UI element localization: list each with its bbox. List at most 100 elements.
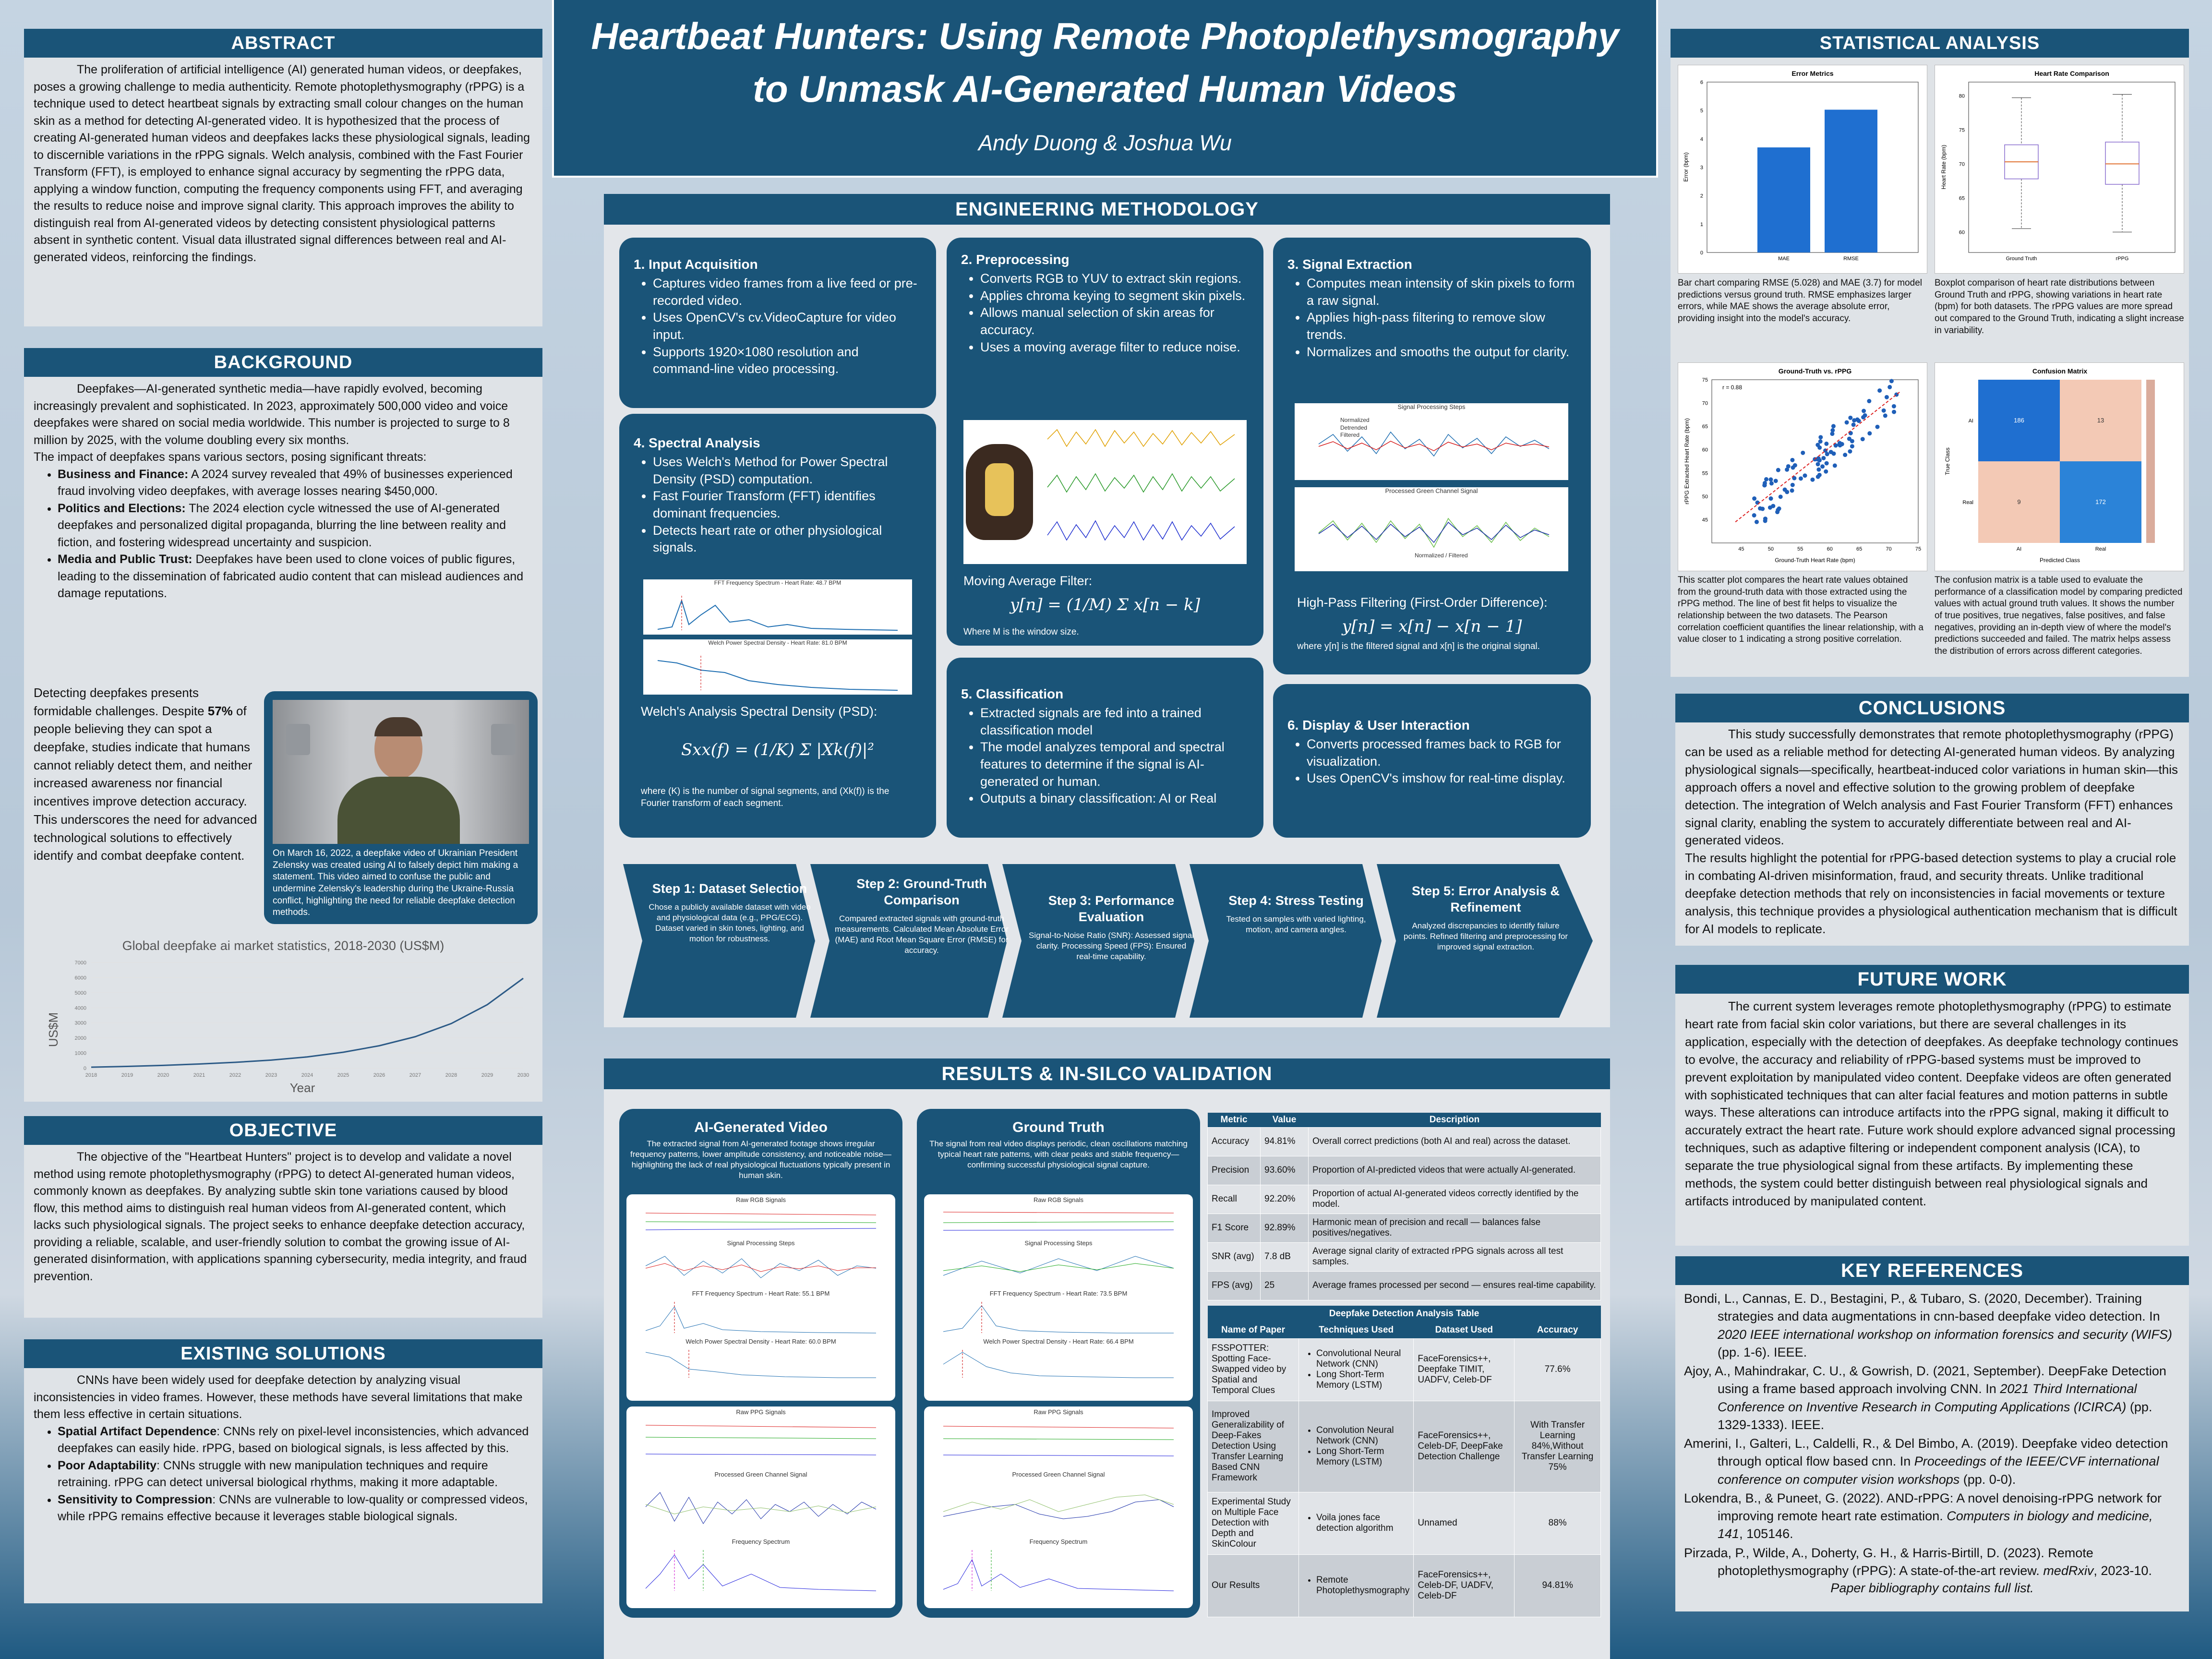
metrics-table: Metric Value Description Accuracy 94.81% O… — [1207, 1113, 1601, 1300]
correlation-annotation: r = 0.88 — [1722, 384, 1742, 391]
scatter-point — [1892, 409, 1897, 414]
metrics-cell: 7.8 dB — [1260, 1242, 1309, 1272]
scatter-point — [1847, 436, 1851, 441]
ai-rgb-plot — [645, 1213, 877, 1230]
poster-title-line2: to Unmask AI-Generated Human Videos — [753, 68, 1457, 110]
y-tick-label: 0 — [84, 1066, 86, 1071]
ai-fft-plot — [645, 1302, 877, 1334]
references-list: Bondi, L., Cannas, E. D., Bestagini, P.,… — [1684, 1290, 2180, 1580]
scatter-plot: Ground-Truth vs. rPPG 45 50 55 60 65 70 75 45 50 5… — [1683, 367, 1921, 564]
scatter-point — [1821, 456, 1826, 460]
ai-card-title: AI-Generated Video — [694, 1119, 828, 1135]
x-tick-label: 2021 — [193, 1072, 205, 1078]
scatter-point — [1798, 476, 1803, 481]
x-tick-label: 2018 — [85, 1072, 97, 1078]
market-chart-plot: 0 1000 2000 3000 4000 5000 6000 7000 2018 2019 202… — [46, 960, 529, 1095]
cell-value: 9 — [2017, 498, 2020, 505]
existing-item: Poor Adaptability: CNNs struggle with ne… — [58, 1457, 533, 1491]
fft-curve — [657, 596, 898, 631]
scatter-point — [1824, 469, 1828, 474]
methodology-heading: ENGINEERING METHODOLOGY — [604, 194, 1610, 225]
y-tick-label: 75 — [1702, 377, 1708, 383]
scatter-point — [1831, 424, 1836, 429]
x-tick-label: 2025 — [337, 1072, 349, 1078]
metrics-cell: 92.89% — [1260, 1213, 1309, 1243]
x-tick-label: 2027 — [409, 1072, 421, 1078]
gt-steps-plot — [943, 1256, 1174, 1276]
method-card-spectral: 4. Spectral Analysis Uses Welch's Method… — [619, 414, 936, 838]
metrics-rows: Accuracy 94.81% Overall correct prediction… — [1207, 1127, 1601, 1300]
gt-welch-plot — [943, 1350, 1174, 1378]
x-tick-label: Real — [2095, 546, 2106, 552]
green-channel-legend: Normalized / Filtered — [1415, 552, 1468, 559]
paper-name: Experimental Study on Multiple Face Dete… — [1207, 1491, 1299, 1555]
background-impact-lead: The impact of deepfakes spans various se… — [34, 450, 427, 464]
zelensky-caption: On March 16, 2022, a deepfake video of U… — [273, 848, 518, 918]
x-axis-label: Predicted Class — [2040, 557, 2080, 564]
scatter-point — [1764, 477, 1768, 481]
y-tick-label: 60 — [1959, 229, 1965, 235]
scatter-point — [1760, 506, 1765, 511]
scatter-point — [1867, 399, 1872, 404]
method-card-input: 1. Input Acquisition Captures video fram… — [619, 238, 936, 408]
hp-where: where y[n] is the filtered signal and x[… — [1297, 641, 1540, 651]
paper-name: FSSPOTTER: Spotting Face-Swapped video b… — [1207, 1338, 1299, 1401]
scatter-point — [1810, 477, 1815, 482]
y-tick-label: 65 — [1959, 195, 1965, 201]
gt-card-title: Ground Truth — [1012, 1119, 1105, 1135]
error-metrics-plot: Error Metrics 0 1 2 3 4 5 6 MAE RMSE Error (bpm) — [1683, 70, 1919, 262]
scatter-point — [1785, 467, 1790, 472]
card-list: Computes mean intensity of skin pixels t… — [1287, 275, 1576, 361]
gt-fft-plot — [943, 1302, 1174, 1334]
x-tick-label: 2023 — [265, 1072, 277, 1078]
metrics-cell: 25 — [1260, 1271, 1309, 1300]
metrics-cell: Average frames processed per second — en… — [1308, 1271, 1601, 1300]
x-tick-label: 70 — [1886, 546, 1891, 552]
step-3: Step 3: Performance Evaluation Signal-to… — [1029, 893, 1194, 961]
gt-ppg-plot — [943, 1426, 1174, 1456]
psd-formula: Sxx(f) = (1/K) Σ |Xk(f)|² — [681, 740, 874, 759]
colorbar — [2146, 380, 2155, 543]
zelensky-figure: On March 16, 2022, a deepfake video of U… — [264, 691, 538, 924]
y-tick-label: 0 — [1700, 250, 1703, 256]
scatter-point — [1755, 500, 1760, 505]
market-chart-title: Global deepfake ai market statistics, 20… — [122, 938, 445, 953]
green-channel-curves — [1318, 517, 1550, 548]
cell-value: 13 — [2097, 417, 2104, 424]
confusion-plot: Confusion Matrix 186 13 9 172 AI AI Real Real Pre… — [1944, 367, 2155, 564]
x-axis-label: Year — [290, 1081, 315, 1095]
zelensky-video-still — [273, 700, 529, 844]
y-tick-label: 70 — [1702, 401, 1708, 407]
plot-frame — [1968, 82, 2176, 253]
psd-label: Welch's Analysis Spectral Density (PSD): — [641, 704, 878, 719]
card-list: Captures video frames from a live feed o… — [634, 275, 922, 378]
y-tick-label: 55 — [1702, 470, 1708, 476]
results-heading: RESULTS & IN-SILCO VALIDATION — [604, 1058, 1610, 1089]
scatter-point — [1768, 496, 1773, 501]
scatter-point — [1775, 510, 1780, 515]
x-tick-label: Ground Truth — [2006, 256, 2037, 262]
poster-title-line1: Heartbeat Hunters: Using Remote Photople… — [591, 15, 1619, 57]
scatter-point — [1790, 457, 1795, 462]
scatter-point — [1848, 449, 1852, 454]
matrix-cell — [1978, 380, 2060, 461]
chart-title: Heart Rate Comparison — [2034, 70, 2109, 77]
y-tick-label: 70 — [1959, 161, 1965, 167]
signal-steps-plot: Signal Processing Steps Normalized Detre… — [1295, 403, 1568, 480]
reference-item: Bondi, L., Cannas, E. D., Bestagini, P.,… — [1684, 1291, 2172, 1359]
bar — [1825, 109, 1877, 252]
card-title: 1. Input Acquisition — [634, 257, 758, 272]
background-detect-text: Detecting deepfakes presents formidable … — [34, 685, 257, 863]
face-mask-image — [966, 444, 1033, 540]
person-hair — [374, 717, 422, 736]
fft-plot: FFT Frequency Spectrum - Heart Rate: 48.… — [643, 579, 912, 635]
scatter-point — [1843, 453, 1848, 457]
step-4: Step 4: Stress Testing Tested on samples… — [1226, 893, 1366, 934]
abstract-panel: The proliferation of artificial intellig… — [24, 58, 542, 326]
y-tick-label: 7000 — [75, 960, 86, 966]
card-list: Converts RGB to YUV to extract skin regi… — [961, 270, 1249, 356]
background-intro: Deepfakes—AI-generated synthetic media—h… — [34, 382, 510, 447]
metrics-row: F1 Score 92.89% Harmonic mean of precision… — [1207, 1213, 1601, 1243]
emblem-left — [286, 724, 310, 755]
x-tick-label: 65 — [1856, 546, 1862, 552]
